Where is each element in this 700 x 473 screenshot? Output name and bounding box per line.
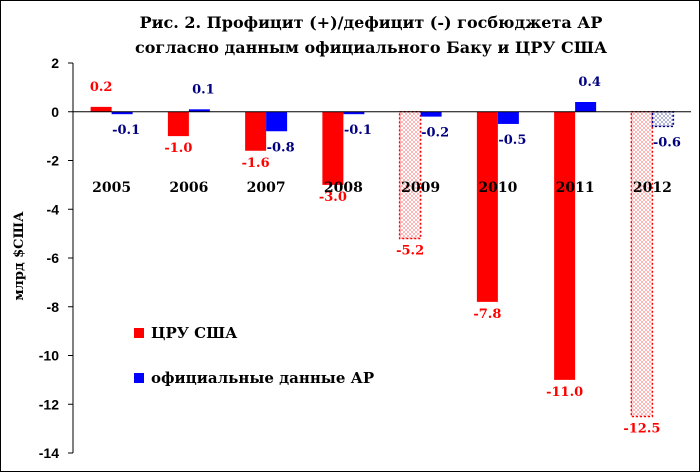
category-labels: 2005 2006 2007 2008 2009 2010 2011 2012 [92, 180, 672, 196]
category-label: 2007 [247, 180, 286, 196]
chart-title-line-1: Рис. 2. Профицит (+)/дефицит (-) госбюдж… [140, 13, 603, 32]
y-tick-label: -12 [39, 396, 59, 412]
category-label: 2005 [92, 180, 131, 196]
data-label-cia: -7.8 [473, 307, 501, 322]
chart-title-line-2: согласно данным официального Баку и ЦРУ … [135, 38, 607, 57]
bar-cia [90, 106, 112, 112]
data-label-official: -0.8 [267, 140, 295, 155]
bar-cia [245, 111, 267, 151]
data-label-official: -0.1 [344, 123, 372, 138]
data-label-official: -0.1 [112, 123, 140, 138]
y-tick-label: 0 [51, 104, 59, 120]
data-label-cia: -12.5 [623, 421, 660, 436]
data-label-official: -0.2 [421, 126, 449, 141]
category-label: 2009 [401, 180, 440, 196]
data-label-cia: -1.6 [242, 156, 270, 171]
bar-official [188, 109, 210, 112]
bar-cia [398, 111, 422, 240]
bar-official [343, 111, 365, 115]
y-axis-label: млрд $США [12, 211, 27, 301]
data-label-cia: -11.0 [546, 385, 583, 400]
data-label-cia: 0.2 [90, 80, 113, 95]
legend-swatch-official [134, 373, 144, 383]
category-label: 2011 [556, 180, 595, 196]
data-label-cia: -5.2 [396, 244, 424, 259]
bar-official [111, 111, 133, 115]
bar-cia [167, 111, 189, 137]
bar-official [651, 111, 675, 128]
y-tick-label: -2 [47, 153, 60, 169]
y-tick-label: -8 [47, 299, 60, 315]
data-labels: 0.2 -1.0 -1.6 -3.0 -5.2 -7.8 -11.0 -12.5 -0.1 0.1… [90, 75, 681, 436]
legend: ЦРУ США официальные данные АР [134, 324, 374, 387]
y-tick-label: -14 [39, 445, 59, 461]
data-label-official: -0.6 [653, 135, 681, 150]
y-tick-label: -4 [47, 201, 60, 217]
bar-cia [554, 111, 576, 380]
legend-label-cia: ЦРУ США [151, 324, 238, 342]
bar-official [266, 111, 288, 132]
y-tick-label: -6 [47, 250, 60, 266]
data-label-official: 0.4 [578, 75, 601, 90]
bar-official [575, 102, 597, 112]
data-label-official: -0.5 [498, 133, 526, 148]
y-tick-label: -10 [39, 348, 59, 364]
bars [90, 102, 675, 418]
category-label: 2006 [169, 180, 208, 196]
legend-label-official: официальные данные АР [151, 369, 374, 387]
bar-cia [322, 111, 344, 185]
category-label: 2010 [478, 180, 517, 196]
bar-cia [476, 111, 498, 302]
category-label: 2008 [324, 180, 363, 196]
data-label-cia: -1.0 [164, 141, 192, 156]
bar-cia [630, 111, 654, 418]
y-tick-label: 2 [51, 55, 59, 71]
category-label: 2012 [633, 180, 672, 196]
data-label-cia: -3.0 [319, 190, 347, 205]
data-label-official: 0.1 [192, 82, 215, 97]
y-axis-ticks: 2 0 -2 -4 -6 -8 -10 -12 -14 [39, 55, 73, 461]
bar-official [497, 111, 519, 124]
bar-official [420, 111, 442, 117]
legend-swatch-cia [134, 328, 144, 338]
